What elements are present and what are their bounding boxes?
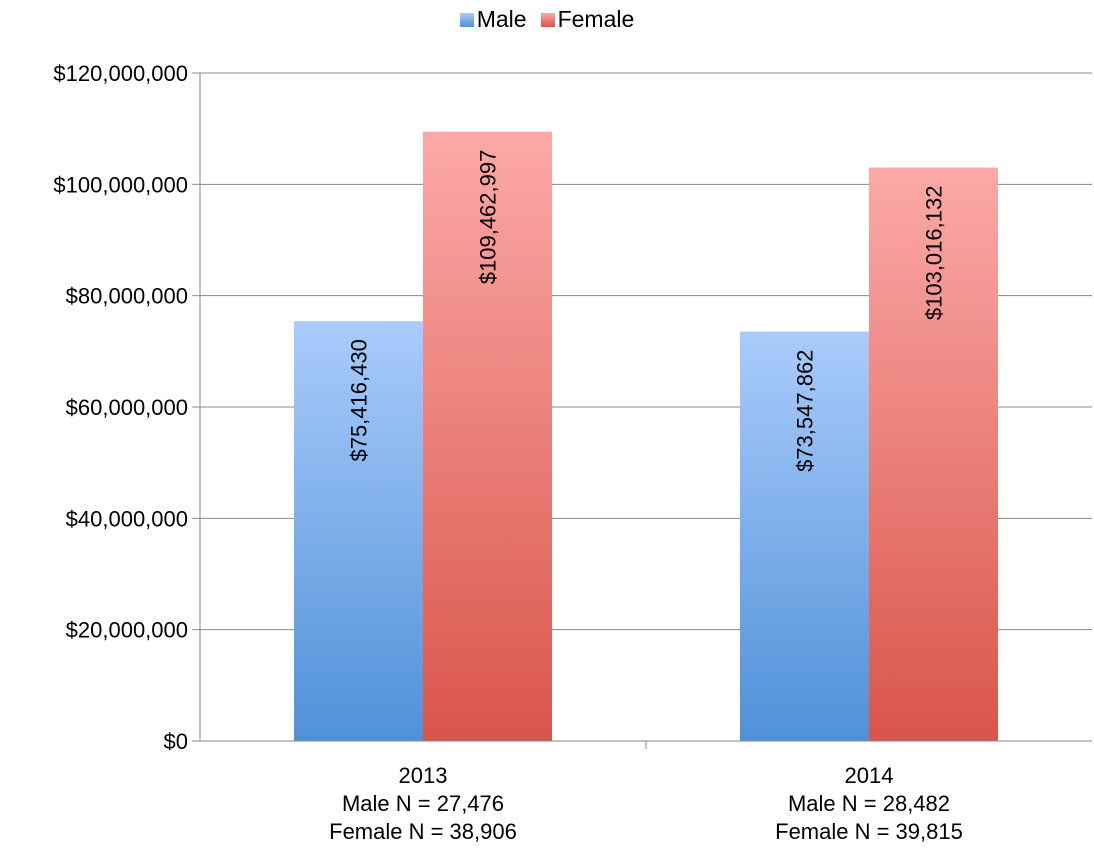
x-category-label: Female N = 38,906: [329, 819, 517, 844]
legend-label-male: Male: [476, 6, 527, 32]
legend-swatch-female: [540, 12, 555, 27]
x-axis: 2013 Male N = 27,476 Female N = 38,906 2014…: [200, 740, 1092, 844]
bar-female-2014: [869, 167, 998, 742]
legend-label-female: Female: [557, 6, 635, 32]
legend-item-male: Male: [459, 6, 527, 33]
bar-male-2013: [294, 321, 423, 741]
legend-swatch-male: [459, 12, 474, 27]
x-category-label: Female N = 39,815: [775, 819, 963, 844]
legend: Male Female: [0, 6, 1094, 33]
x-category-label: 2014: [845, 763, 894, 788]
y-tick-label: $20,000,000: [66, 618, 188, 643]
bar-female-2013: [423, 131, 552, 741]
y-tick-label: $40,000,000: [66, 506, 188, 531]
data-label: $103,016,132: [922, 186, 947, 321]
y-tick-label: $80,000,000: [66, 284, 188, 309]
y-axis: $0 $20,000,000 $40,000,000 $60,000,000 $80,0…: [53, 61, 201, 754]
x-category-label: Male N = 27,476: [342, 791, 504, 816]
y-tick-label: $0: [164, 729, 188, 754]
y-tick-label: $120,000,000: [53, 61, 188, 86]
x-category-label: 2013: [399, 763, 448, 788]
data-label: $109,462,997: [476, 150, 501, 285]
legend-item-female: Female: [540, 6, 635, 33]
data-label: $73,547,862: [793, 350, 818, 472]
bar-male-2014: [740, 331, 869, 741]
data-label: $75,416,430: [347, 339, 372, 461]
y-tick-label: $100,000,000: [53, 172, 188, 197]
y-tick-label: $60,000,000: [66, 395, 188, 420]
x-category-label: Male N = 28,482: [788, 791, 950, 816]
bars: $75,416,430 $109,462,997 $73,547,862 $103,0…: [294, 131, 998, 742]
